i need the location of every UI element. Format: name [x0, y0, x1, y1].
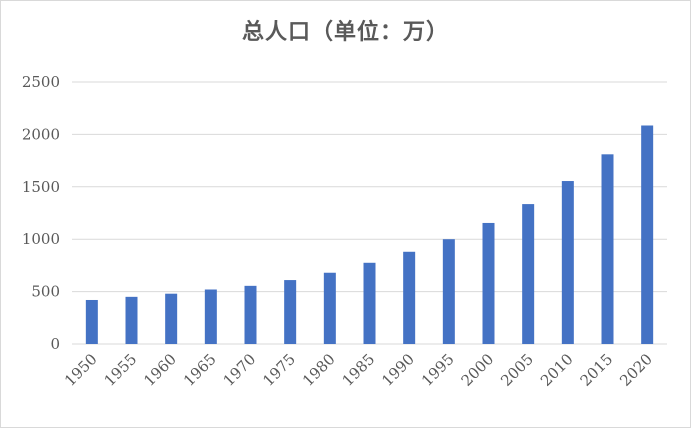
x-tick-label: 2000 [458, 350, 498, 390]
y-tick-label: 2500 [22, 73, 60, 91]
x-tick-label: 1985 [339, 350, 379, 390]
y-tick-label: 2000 [22, 125, 60, 143]
bar-2010 [561, 181, 574, 344]
bar-1985 [363, 262, 376, 344]
x-tick-label: 2020 [616, 350, 656, 390]
bar-1965 [204, 289, 217, 344]
x-axis-ticks: 1950 1955 1960 1965 1970 1975 1980 1985 1990 1995… [61, 350, 656, 390]
x-tick-label: 1980 [299, 350, 339, 390]
bar-1955 [125, 296, 138, 344]
bar-1990 [403, 251, 416, 344]
y-tick-label: 500 [31, 283, 60, 301]
bar-1950 [85, 299, 98, 344]
bar-1960 [165, 293, 178, 344]
bar-1995 [442, 239, 455, 344]
x-tick-label: 2015 [577, 350, 617, 390]
x-tick-label: 2005 [497, 350, 537, 390]
x-tick-label: 1990 [378, 350, 418, 390]
bar-1970 [244, 285, 257, 344]
bar-2015 [601, 154, 614, 344]
chart-title: 总人口（单位：万） [241, 19, 449, 45]
x-tick-label: 1950 [61, 350, 101, 390]
y-tick-label: 1000 [22, 230, 60, 248]
bar-1975 [284, 280, 297, 344]
y-tick-label: 0 [50, 335, 60, 353]
x-tick-label: 1960 [140, 350, 180, 390]
x-tick-label: 1975 [259, 350, 299, 390]
bar-2005 [522, 204, 535, 344]
bar-2020 [641, 125, 654, 344]
bar-1980 [323, 272, 336, 344]
y-axis-ticks: 0 500 1000 1500 2000 2500 [22, 73, 60, 353]
bars [85, 125, 654, 344]
x-tick-label: 1965 [180, 350, 220, 390]
bar-2000 [482, 222, 495, 344]
x-tick-label: 2010 [537, 350, 577, 390]
x-tick-label: 1970 [220, 350, 260, 390]
y-tick-label: 1500 [22, 178, 60, 196]
x-tick-label: 1995 [418, 350, 458, 390]
x-tick-label: 1955 [101, 350, 141, 390]
